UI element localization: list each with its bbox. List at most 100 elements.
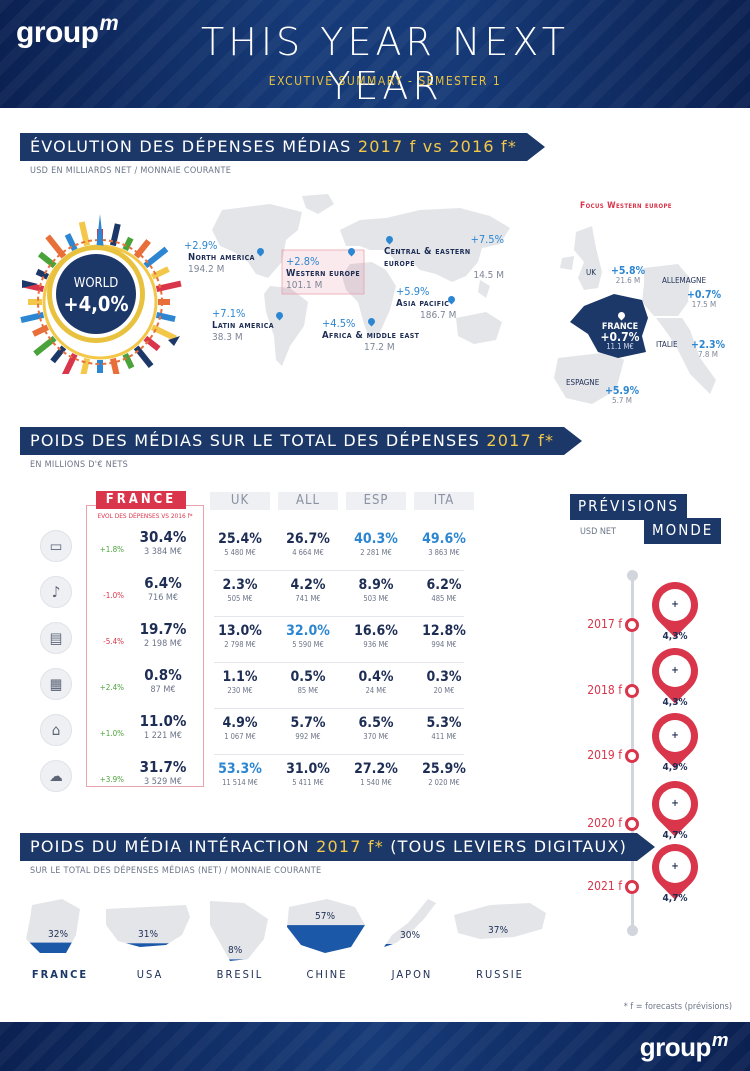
media-amount: 503 M€ <box>363 594 389 603</box>
france-cell: 6.4% 716 M€ <box>128 574 198 603</box>
region-value: +4.5% <box>322 317 356 330</box>
row-divider <box>214 570 464 571</box>
country-name: BRESIL <box>216 968 264 981</box>
media-amount: 230 M€ <box>227 686 253 695</box>
timeline-end-cap <box>627 925 638 936</box>
logo-text: group <box>16 16 99 49</box>
region-amount: 194.2 M <box>188 264 225 275</box>
europe-italie-name: ITALIE <box>656 340 678 349</box>
country-name: RUSSIE <box>476 968 524 981</box>
region-north-america: +2.9% North america 194.2 M <box>184 240 255 276</box>
media-amount: 370 M€ <box>363 732 389 741</box>
france-amount: 1 221 M€ <box>144 731 182 741</box>
media-share: 32.0% <box>286 623 330 639</box>
region-amount: 101.1 M <box>286 280 323 291</box>
europe-espagne-name: ESPAGNE <box>566 378 600 387</box>
region-value: +5.9% <box>396 285 430 298</box>
region-amount: 38.3 M <box>212 332 243 343</box>
digital-share-fill <box>450 939 550 965</box>
skyline-building <box>79 357 91 374</box>
row-divider <box>214 754 464 755</box>
europe-allemagne-amount: 17.5 M <box>691 300 717 309</box>
france-amount: 3 384 M€ <box>144 547 182 557</box>
europe-allemagne-name: ALLEMAGNE <box>662 276 706 285</box>
country-map-japon <box>384 899 436 947</box>
europe-uk-name: UK <box>586 268 596 277</box>
media-share: 26.7% <box>286 531 330 547</box>
table-cell: 49.6% 3 863 M€ <box>414 531 474 557</box>
europe-uk-amount: 21.6 M <box>615 276 641 285</box>
footer-pattern <box>0 1022 750 1071</box>
region-amount: 186.7 M <box>420 310 457 321</box>
world-growth-badge: WORLD +4,0% <box>52 250 140 338</box>
media-amount: 5 411 M€ <box>292 778 324 787</box>
timeline-dot <box>625 817 639 831</box>
skyline-building <box>78 221 91 247</box>
forecast-subtitle: USD NET <box>580 527 616 537</box>
forecast-title-monde: MONDE <box>644 518 722 544</box>
media-share: 4.9% <box>222 715 258 731</box>
media-share: 16.6% <box>354 623 398 639</box>
digital-share-value: 37% <box>488 925 508 937</box>
section1-title-prefix: ÉVOLUTION DES DÉPENSES MÉDIAS <box>30 137 352 156</box>
forecast-value: + 4,7% <box>659 851 691 904</box>
france-share: 30.4% <box>139 528 187 546</box>
table-cell: 2.3% 505 M€ <box>210 577 270 603</box>
skyline-building <box>28 299 42 305</box>
france-cell: 31.7% 3 529 M€ <box>128 758 198 787</box>
forecast-year: 2021 f <box>587 879 622 893</box>
france-evolution: +2.4% <box>99 683 124 692</box>
timeline-dot <box>625 880 639 894</box>
region-name: North america <box>188 252 255 263</box>
forecast-value: + 4,3% <box>659 589 691 642</box>
page-subtitle: EXCUTIVE SUMMARY - SEMESTER 1 <box>268 74 502 88</box>
section2-title-highlight: 2017 f* <box>486 431 555 450</box>
world-label: WORLD <box>73 276 119 291</box>
column-header-all: ALL <box>278 492 338 510</box>
europe-uk: UK <box>586 268 596 278</box>
media-share: 0.3% <box>426 669 462 685</box>
france-column-header: FRANCE <box>96 491 186 509</box>
radio-microphone-icon: ♪ <box>40 576 72 608</box>
groupm-logo-footer: groupm <box>640 1029 729 1063</box>
france-cell: 19.7% 2 198 M€ <box>128 620 198 649</box>
skyline-building <box>155 311 176 323</box>
skyline-building <box>155 280 182 293</box>
section1-title-highlight: 2017 f vs 2016 f* <box>357 137 518 156</box>
media-share: 25.4% <box>218 531 262 547</box>
skyline-building <box>143 246 169 269</box>
region-value: +2.9% <box>184 239 218 252</box>
media-share: 6.5% <box>358 715 394 731</box>
section1-subtitle: USD EN MILLIARDS NET / MONNAIE COURANTE <box>30 166 232 176</box>
tv-icon: ▭ <box>40 530 72 562</box>
media-share: 8.9% <box>358 577 394 593</box>
skyline-building <box>20 311 45 323</box>
europe-italie-figures: +2.3% 7.8 M <box>690 340 726 360</box>
france-evolution: +1.8% <box>99 545 124 554</box>
country-map-bresil <box>210 901 268 961</box>
section2-title: POIDS DES MÉDIAS SUR LE TOTAL DES DÉPENS… <box>20 427 583 455</box>
media-amount: 2 281 M€ <box>360 548 392 557</box>
table-cell: 5.3% 411 M€ <box>414 715 474 741</box>
media-share: 6.2% <box>426 577 462 593</box>
table-cell: 8.9% 503 M€ <box>346 577 406 603</box>
country-usa: 31% USA <box>100 895 200 990</box>
forecast-value: + 4,7% <box>659 788 691 841</box>
skyline-building <box>45 234 67 259</box>
table-cell: 27.2% 1 540 M€ <box>346 761 406 787</box>
digital-share-value: 30% <box>400 930 420 941</box>
media-amount: 2 020 M€ <box>428 778 460 787</box>
table-cell: 6.5% 370 M€ <box>346 715 406 741</box>
region-value: +7.5% <box>470 233 504 246</box>
europe-france-value: +0.7% <box>600 330 640 344</box>
table-cell: 32.0% 5 590 M€ <box>278 623 338 649</box>
table-cell: 25.9% 2 020 M€ <box>414 761 474 787</box>
france-amount: 3 529 M€ <box>144 777 182 787</box>
timeline-dot <box>625 684 639 698</box>
country-chine: 57% CHINE <box>277 895 377 990</box>
region-name: Asia pacific <box>396 298 450 309</box>
digital-share-fill <box>106 943 190 947</box>
media-share: 25.9% <box>422 761 466 777</box>
table-cell: 40.3% 2 281 M€ <box>346 531 406 557</box>
table-cell: 25.4% 5 480 M€ <box>210 531 270 557</box>
